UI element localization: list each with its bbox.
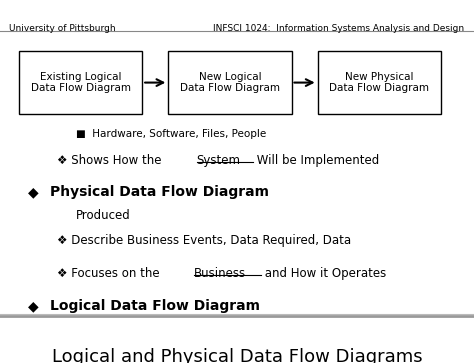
- Text: Existing Logical
Data Flow Diagram: Existing Logical Data Flow Diagram: [31, 72, 130, 93]
- Bar: [0, 316, 474, 363]
- Text: System: System: [197, 154, 241, 167]
- Text: Produced: Produced: [76, 209, 131, 222]
- Text: ❖ Shows How the: ❖ Shows How the: [57, 154, 165, 167]
- Bar: [168, 51, 292, 114]
- Text: New Physical
Data Flow Diagram: New Physical Data Flow Diagram: [329, 72, 429, 93]
- Text: Logical and Physical Data Flow Diagrams: Logical and Physical Data Flow Diagrams: [52, 348, 422, 363]
- Text: Business: Business: [194, 267, 246, 280]
- Text: Physical Data Flow Diagram: Physical Data Flow Diagram: [50, 185, 269, 199]
- Text: Logical Data Flow Diagram: Logical Data Flow Diagram: [50, 299, 260, 314]
- Bar: [0, 0, 474, 316]
- Text: University of Pittsburgh: University of Pittsburgh: [9, 24, 116, 33]
- Bar: [19, 51, 142, 114]
- Text: ◆: ◆: [28, 299, 39, 314]
- Text: and How it Operates: and How it Operates: [261, 267, 387, 280]
- Text: ❖ Focuses on the: ❖ Focuses on the: [57, 267, 163, 280]
- Text: ■  Hardware, Software, Files, People: ■ Hardware, Software, Files, People: [76, 129, 266, 139]
- Bar: [318, 51, 441, 114]
- Text: ◆: ◆: [28, 185, 39, 199]
- Text: ❖ Describe Business Events, Data Required, Data: ❖ Describe Business Events, Data Require…: [57, 234, 351, 247]
- Text: Will be Implemented: Will be Implemented: [253, 154, 380, 167]
- Text: INFSCI 1024:  Information Systems Analysis and Design: INFSCI 1024: Information Systems Analysi…: [213, 24, 465, 33]
- Text: New Logical
Data Flow Diagram: New Logical Data Flow Diagram: [180, 72, 280, 93]
